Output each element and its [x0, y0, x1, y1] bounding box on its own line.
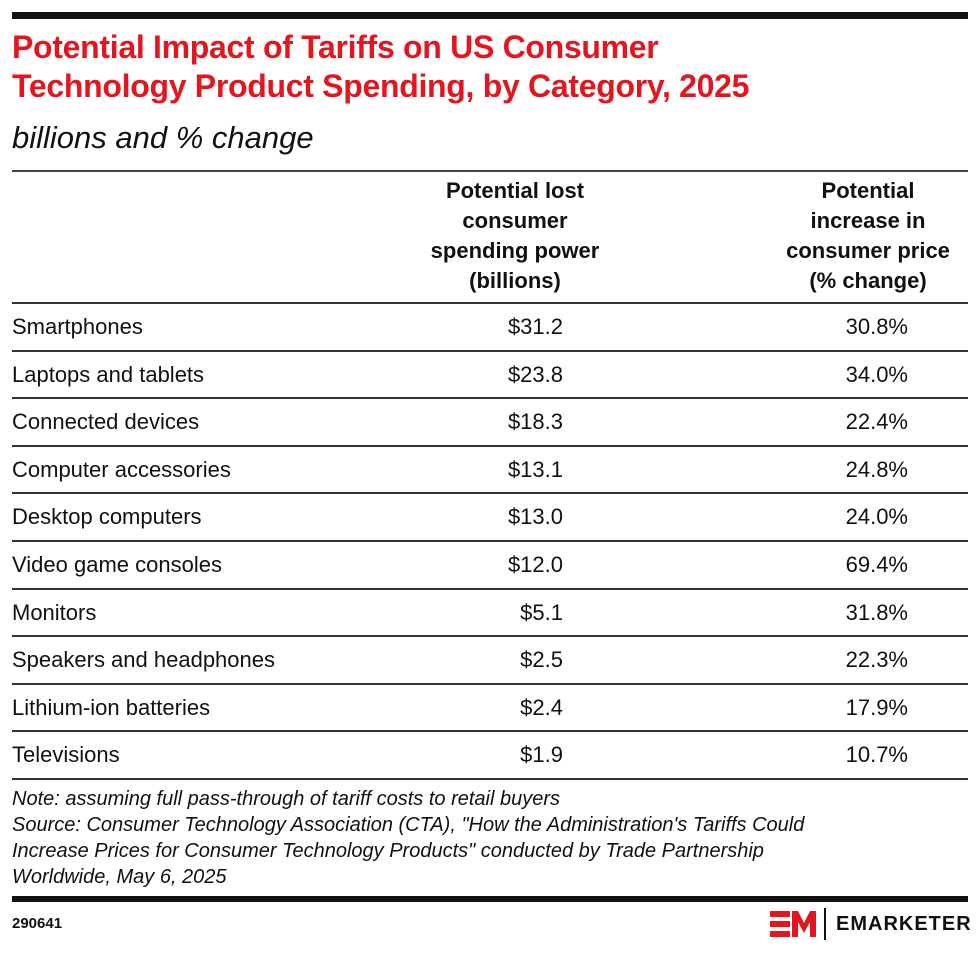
table-row: Monitors $5.1 31.8% — [12, 590, 968, 637]
price-change-value: 17.9% — [845, 694, 908, 720]
column-header-spending-line: spending power — [430, 238, 600, 263]
price-change-value: 22.4% — [845, 409, 908, 435]
table-row: Video game consoles $12.0 69.4% — [12, 542, 968, 589]
table-row: Smartphones $31.2 30.8% — [12, 304, 968, 351]
spending-value: $31.2 — [507, 314, 563, 339]
chart-id: 290641 — [12, 915, 63, 932]
logo-separator — [824, 908, 826, 940]
chart-title: Potential Impact of Tariffs on US Consum… — [12, 28, 972, 106]
spending-value: $5.1 — [520, 599, 563, 625]
table-row: Lithium-ion batteries $2.4 17.9% — [12, 685, 968, 732]
spending-value: $1.9 — [520, 742, 563, 768]
category-label: Video game consoles — [12, 552, 222, 577]
top-border-bar — [12, 12, 968, 19]
row-divider — [12, 397, 968, 400]
row-divider — [12, 349, 968, 352]
header-divider — [12, 170, 968, 172]
category-label: Computer accessories — [12, 456, 231, 482]
bottom-border-bar — [12, 896, 968, 902]
spending-value: $13.0 — [507, 504, 563, 530]
table-row: Laptops and tablets $23.8 34.0% — [12, 352, 968, 399]
category-label: Monitors — [12, 599, 97, 625]
note-text: Note: assuming full pass-through of tari… — [12, 788, 561, 810]
column-header-price-line: increase in — [810, 208, 926, 233]
table-row: Connected devices $18.3 22.4% — [12, 399, 968, 446]
footnote: Note: assuming full pass-through of tari… — [12, 786, 972, 890]
price-change-value: 22.3% — [845, 647, 908, 673]
row-divider — [12, 778, 968, 780]
table-row: Computer accessories $13.1 24.8% — [12, 447, 968, 494]
category-label: Connected devices — [12, 409, 200, 435]
title-line-2: Technology Product Spending, by Category… — [12, 68, 750, 104]
row-divider — [12, 682, 968, 685]
spending-value: $2.4 — [520, 694, 563, 720]
column-header-price-line: (% change) — [809, 268, 927, 293]
spending-value: $23.8 — [507, 361, 563, 387]
price-change-value: 24.0% — [845, 504, 908, 530]
price-change-value: 31.8% — [845, 599, 908, 625]
spending-value: $2.5 — [520, 647, 563, 673]
column-header-price-line: consumer price — [786, 238, 950, 263]
spending-value: $13.1 — [507, 456, 563, 482]
column-header-price: Potential increase in consumer price (% … — [758, 176, 978, 296]
column-header-spending-line: (billions) — [469, 268, 561, 293]
row-divider — [12, 540, 968, 542]
em-logo-icon — [770, 911, 816, 937]
column-header-spending: Potential lost consumer spending power (… — [395, 176, 635, 296]
category-label: Lithium-ion batteries — [12, 694, 211, 720]
table-row: Speakers and headphones $2.5 22.3% — [12, 637, 968, 684]
category-label: Televisions — [12, 742, 120, 768]
row-divider — [12, 444, 968, 447]
price-change-value: 24.8% — [845, 456, 908, 482]
spending-value: $18.3 — [507, 409, 563, 435]
row-divider — [12, 492, 968, 495]
category-label: Speakers and headphones — [12, 647, 275, 673]
column-header-price-line: Potential — [821, 178, 915, 203]
price-change-value: 10.7% — [845, 742, 908, 768]
source-text-line-3: Worldwide, May 6, 2025 — [12, 866, 227, 888]
source-text-line-1: Source: Consumer Technology Association … — [12, 814, 805, 836]
row-divider — [12, 730, 968, 733]
table-header-rule — [12, 302, 968, 304]
category-label: Smartphones — [12, 314, 143, 339]
price-change-value: 69.4% — [845, 552, 908, 577]
row-divider — [12, 587, 968, 590]
column-header-spending-line: consumer — [462, 208, 568, 233]
table-row: Desktop computers $13.0 24.0% — [12, 494, 968, 541]
category-label: Laptops and tablets — [12, 361, 205, 387]
brand-name: EMARKETER — [836, 912, 972, 935]
column-header-spending-line: Potential lost — [445, 178, 585, 203]
table-row: Televisions $1.9 10.7% — [12, 732, 968, 779]
price-change-value: 30.8% — [845, 314, 908, 339]
row-divider — [12, 635, 968, 638]
price-change-value: 34.0% — [845, 361, 908, 387]
title-line-1: Potential Impact of Tariffs on US Consum… — [12, 29, 659, 65]
category-label: Desktop computers — [12, 504, 202, 530]
spending-value: $12.0 — [507, 552, 563, 577]
emarketer-logo: EMARKETER — [770, 907, 972, 941]
chart-subtitle: billions and % change — [12, 120, 314, 155]
source-text-line-2: Increase Prices for Consumer Technology … — [12, 840, 764, 862]
